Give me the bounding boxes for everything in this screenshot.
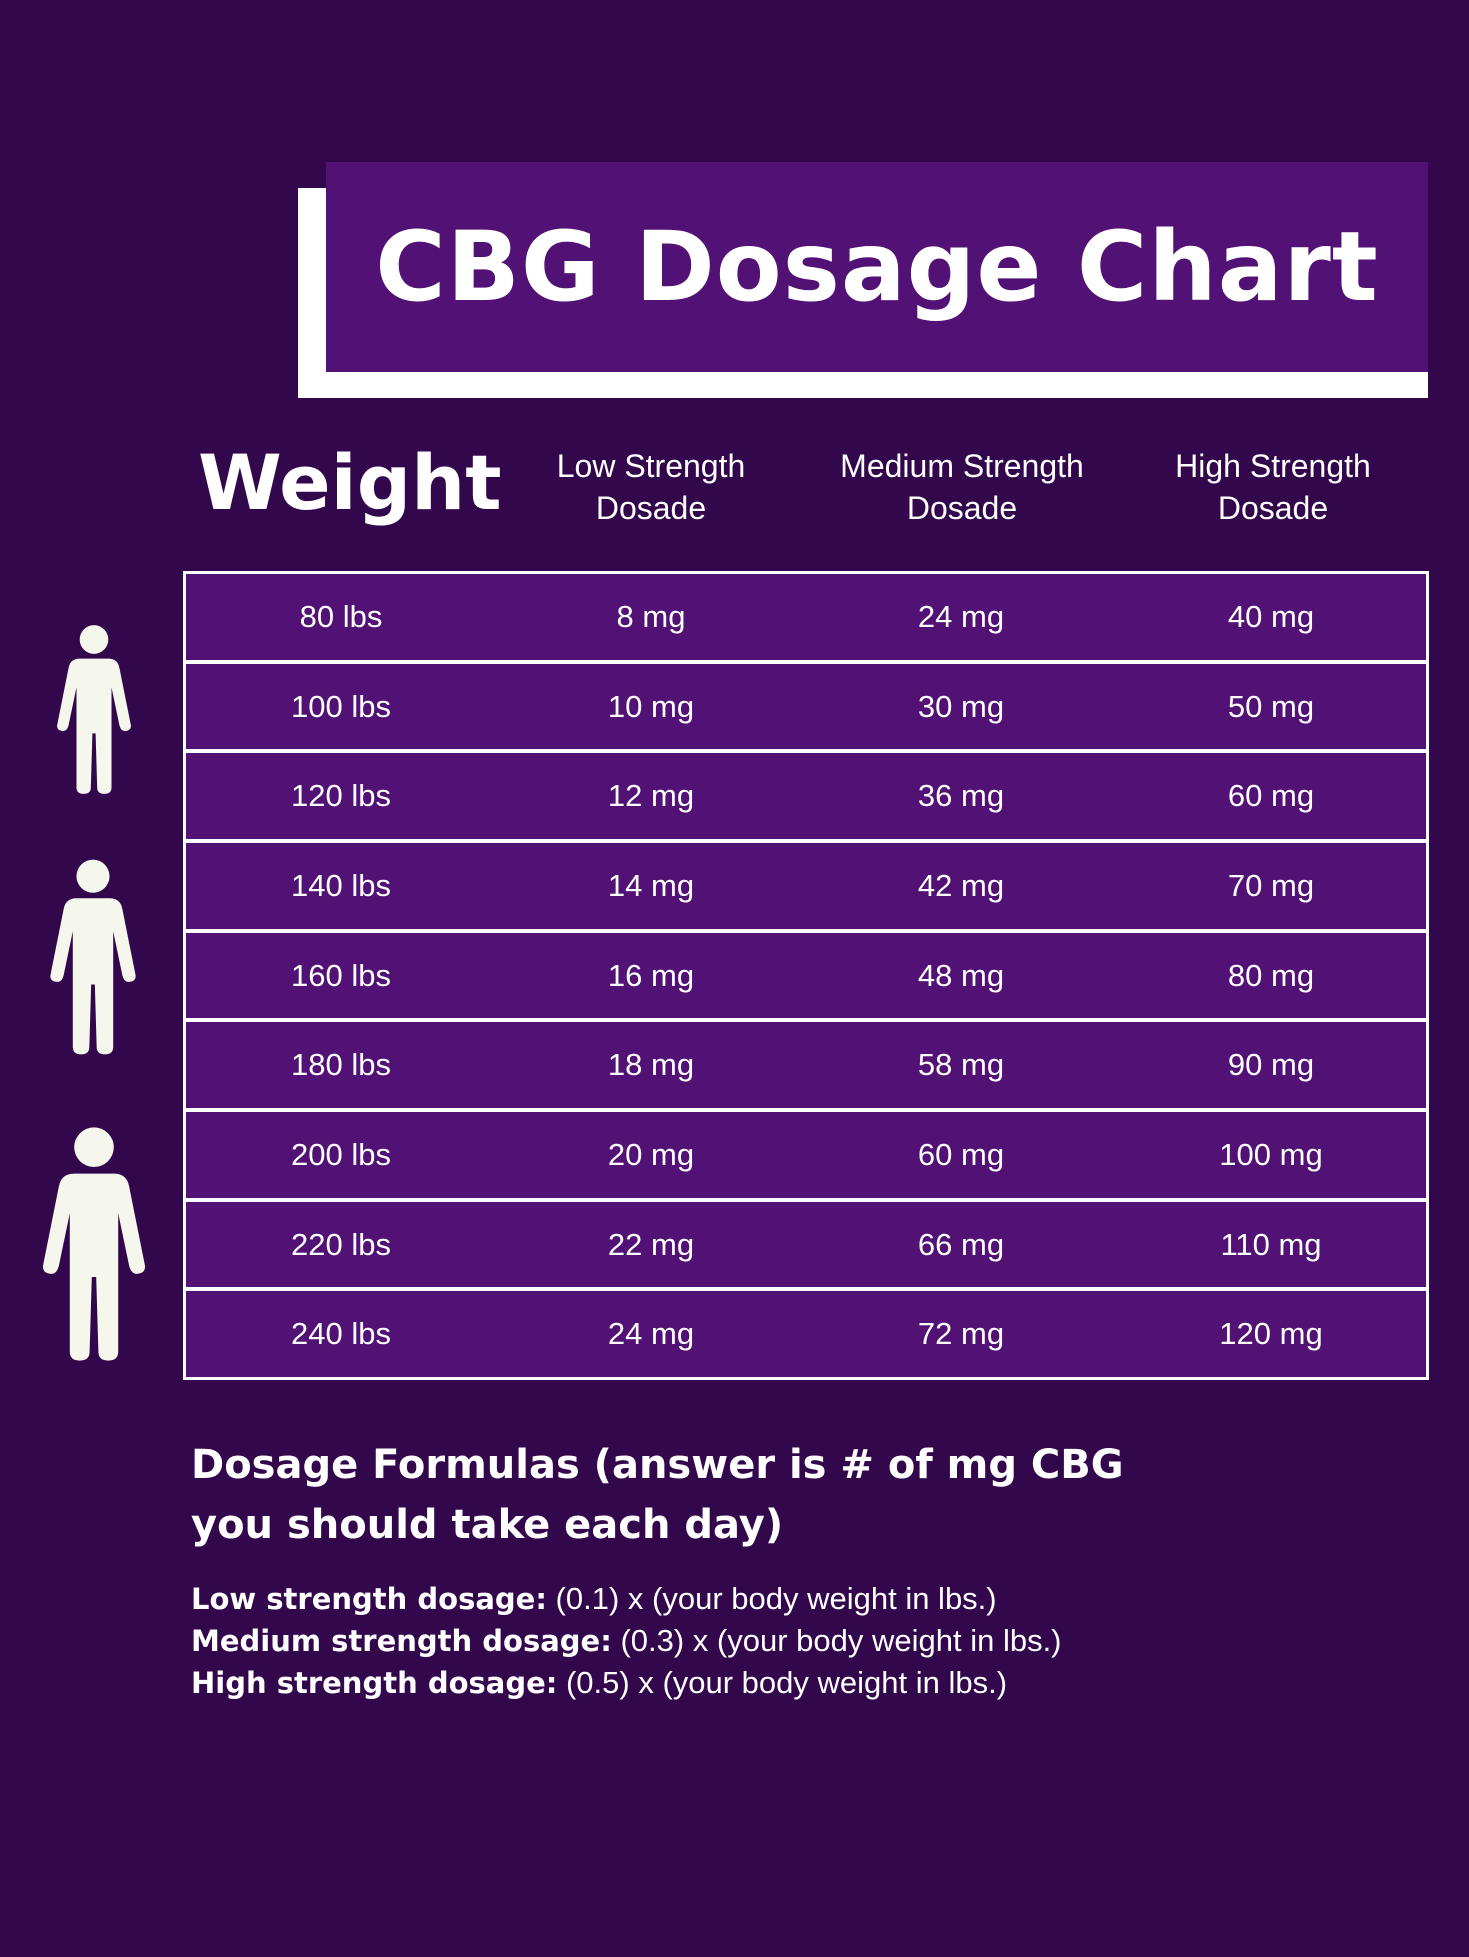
weight-cell: 220 lbs (291, 1226, 391, 1262)
low-strength-formula-text: (0.1) x (your body weight in lbs.) (546, 1581, 997, 1616)
low-dose-cell: 10 mg (607, 688, 695, 724)
high-dose-cell: 80 mg (1227, 957, 1315, 993)
low-dose-cell: 20 mg (607, 1136, 695, 1172)
medium-strength-column-header: Medium Strength Dosade (840, 448, 1084, 526)
medium-dose-cell: 72 mg (917, 1316, 1005, 1352)
table-row: 80 lbs 8 mg 24 mg 40 mg (186, 574, 1426, 660)
table-row: 160 lbs 16 mg 48 mg 80 mg (186, 932, 1426, 1019)
low-strength-column-header: Low Strength Dosade (556, 448, 746, 526)
high-dose-cell: 120 mg (1219, 1316, 1323, 1352)
high-strength-formula: High strength dosage: (0.5) x (your body… (191, 1662, 1062, 1704)
medium-dose-cell: 48 mg (917, 957, 1005, 993)
low-strength-formula-label: Low strength dosage: (191, 1582, 547, 1616)
low-dose-cell: 22 mg (607, 1226, 695, 1262)
weight-cell: 200 lbs (291, 1136, 391, 1172)
low-dose-cell: 12 mg (607, 778, 695, 814)
low-dose-cell: 24 mg (607, 1316, 695, 1352)
table-row: 180 lbs 18 mg 58 mg 90 mg (186, 1022, 1426, 1109)
high-dose-cell: 60 mg (1227, 778, 1315, 814)
weight-cell: 100 lbs (291, 688, 391, 724)
high-dose-cell: 70 mg (1227, 867, 1315, 903)
weight-cell: 160 lbs (291, 957, 391, 993)
low-dose-cell: 8 mg (616, 598, 686, 634)
table-row: 200 lbs 20 mg 60 mg 100 mg (186, 1112, 1426, 1198)
weight-column-header: Weight (198, 438, 502, 527)
person-small-icon (54, 622, 134, 797)
table-row: 120 lbs 12 mg 36 mg 60 mg (186, 753, 1426, 840)
high-dose-cell: 110 mg (1220, 1226, 1322, 1262)
person-large-icon (39, 1119, 149, 1369)
weight-cell: 120 lbs (291, 778, 391, 814)
medium-dose-cell: 60 mg (917, 1136, 1005, 1172)
medium-dose-cell: 58 mg (917, 1047, 1005, 1083)
medium-dose-cell: 36 mg (917, 778, 1005, 814)
medium-dose-cell: 66 mg (917, 1226, 1005, 1262)
high-dose-cell: 90 mg (1227, 1047, 1315, 1083)
table-row: 240 lbs 24 mg 72 mg 120 mg (186, 1291, 1426, 1378)
table-row: 220 lbs 22 mg 66 mg 110 mg (186, 1201, 1426, 1288)
weight-cell: 80 lbs (299, 598, 383, 634)
formulas-list: Low strength dosage: (0.1) x (your body … (191, 1578, 1062, 1704)
high-strength-formula-text: (0.5) x (your body weight in lbs.) (557, 1665, 1008, 1700)
medium-strength-formula-text: (0.3) x (your body weight in lbs.) (611, 1623, 1062, 1658)
weight-cell: 140 lbs (291, 867, 391, 903)
table-row: 140 lbs 14 mg 42 mg 70 mg (186, 843, 1426, 929)
high-strength-formula-label: High strength dosage: (191, 1666, 558, 1700)
high-strength-column-header: High Strength Dosade (1175, 448, 1371, 526)
medium-strength-formula: Medium strength dosage: (0.3) x (your bo… (191, 1620, 1062, 1662)
medium-dose-cell: 30 mg (917, 688, 1005, 724)
high-dose-cell: 100 mg (1219, 1136, 1323, 1172)
weight-cell: 240 lbs (291, 1316, 391, 1352)
dosage-table: 80 lbs 8 mg 24 mg 40 mg 100 lbs 10 mg 30… (183, 571, 1429, 1380)
page-title: CBG Dosage Chart (375, 211, 1379, 323)
person-medium-icon (47, 856, 139, 1058)
weight-cell: 180 lbs (291, 1047, 391, 1083)
title-banner: CBG Dosage Chart (326, 162, 1428, 372)
medium-dose-cell: 24 mg (917, 598, 1005, 634)
high-dose-cell: 40 mg (1227, 598, 1315, 634)
low-strength-formula: Low strength dosage: (0.1) x (your body … (191, 1578, 1062, 1620)
table-row: 100 lbs 10 mg 30 mg 50 mg (186, 663, 1426, 750)
low-dose-cell: 14 mg (607, 867, 695, 903)
low-dose-cell: 18 mg (607, 1047, 695, 1083)
high-dose-cell: 50 mg (1227, 688, 1315, 724)
medium-dose-cell: 42 mg (917, 867, 1005, 903)
medium-strength-formula-label: Medium strength dosage: (191, 1624, 612, 1658)
low-dose-cell: 16 mg (607, 957, 695, 993)
formulas-heading: Dosage Formulas (answer is # of mg CBG y… (191, 1442, 1124, 1548)
